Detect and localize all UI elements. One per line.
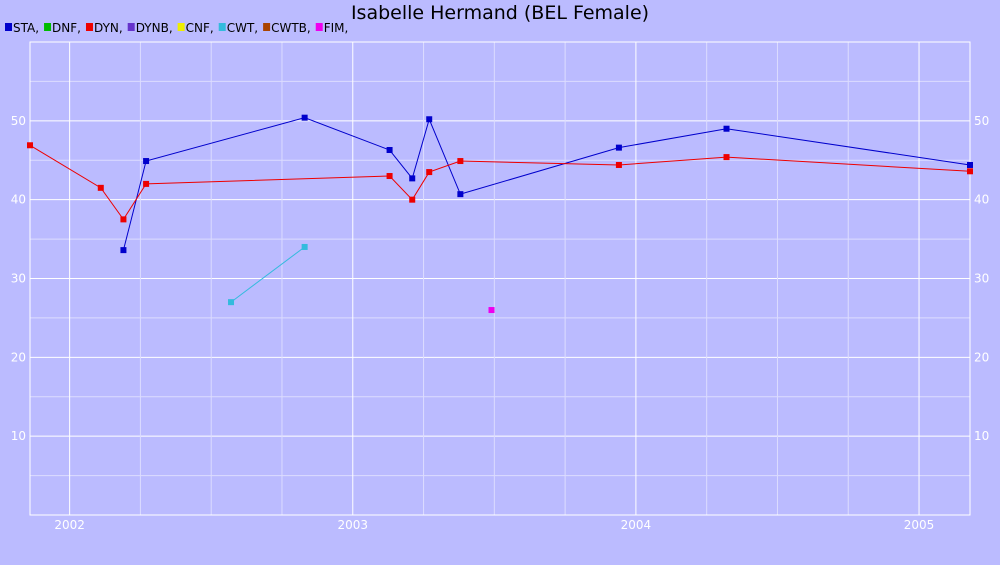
y-tick-label-left: 50 <box>11 114 26 128</box>
data-point-dyn <box>723 154 730 161</box>
legend-swatch <box>315 23 323 31</box>
data-point-sta <box>723 125 730 132</box>
series-fim <box>488 307 495 314</box>
legend-label: FIM, <box>324 21 349 35</box>
data-point-dyn <box>615 161 622 168</box>
data-point-sta <box>426 116 433 123</box>
y-tick-label-right: 30 <box>974 272 989 286</box>
data-point-sta <box>386 147 393 154</box>
y-tick-label-left: 40 <box>11 193 26 207</box>
legend-swatch <box>44 23 52 31</box>
legend-swatch <box>263 23 271 31</box>
x-tick-label: 2003 <box>337 518 368 532</box>
y-tick-label-left: 30 <box>11 272 26 286</box>
y-tick-label-right: 20 <box>974 350 989 364</box>
data-point-dyn <box>457 158 464 165</box>
data-point-dyn <box>386 173 393 180</box>
series-line-cwt <box>230 246 305 303</box>
legend-swatch <box>218 23 226 31</box>
legend-swatch <box>5 23 12 31</box>
y-tick-label-right: 10 <box>974 429 989 443</box>
data-point-sta <box>457 191 464 198</box>
data-point-dyn <box>27 142 33 149</box>
data-point-sta <box>615 144 622 151</box>
legend-swatch <box>127 23 135 31</box>
legend: STA, DNF, DYN, DYNB, CNF, CWT, CWTB, FIM, <box>5 21 348 35</box>
data-point-dyn <box>143 180 150 187</box>
series-group <box>27 114 973 314</box>
data-point-dyn <box>426 169 433 176</box>
data-point-dyn <box>967 168 973 175</box>
legend-label: CWTB, <box>271 21 311 35</box>
data-point-sta <box>120 247 127 254</box>
data-point-sta <box>301 114 308 121</box>
legend-swatch <box>177 23 185 31</box>
legend-label: CNF, <box>186 21 214 35</box>
legend-label: STA, <box>13 21 39 35</box>
data-point-cwt <box>228 299 235 306</box>
x-tick-label: 2002 <box>54 518 85 532</box>
data-point-cwt <box>301 243 308 250</box>
plot-area-border <box>29 41 971 516</box>
y-tick-label-left: 20 <box>11 350 26 364</box>
data-point-sta <box>967 161 973 168</box>
y-tick-label-left: 10 <box>11 429 26 443</box>
data-point-dyn <box>120 216 127 223</box>
data-point-dyn <box>97 184 104 191</box>
x-axis: 2002 2003 2004 2005 <box>54 518 934 532</box>
data-point-sta <box>143 158 150 165</box>
legend-label: CWT, <box>227 21 258 35</box>
series-dyn <box>27 142 973 223</box>
data-point-sta <box>409 175 416 182</box>
x-tick-label: 2004 <box>621 518 652 532</box>
series-cwt <box>228 243 308 306</box>
y-axis: 10 10 20 20 30 30 40 40 50 50 <box>11 114 990 443</box>
y-tick-label-right: 50 <box>974 114 989 128</box>
series-line-sta <box>122 117 971 251</box>
legend-label: DNF, <box>52 21 81 35</box>
x-tick-label: 2005 <box>904 518 935 532</box>
grid <box>30 42 970 515</box>
series-sta <box>120 114 973 254</box>
legend-swatch <box>85 23 93 31</box>
legend-label: DYNB, <box>136 21 173 35</box>
chart-title: Isabelle Hermand (BEL Female) <box>351 2 649 24</box>
y-tick-label-right: 40 <box>974 193 989 207</box>
legend-label: DYN, <box>94 21 123 35</box>
data-point-fim <box>488 307 495 314</box>
data-point-dyn <box>409 196 416 203</box>
